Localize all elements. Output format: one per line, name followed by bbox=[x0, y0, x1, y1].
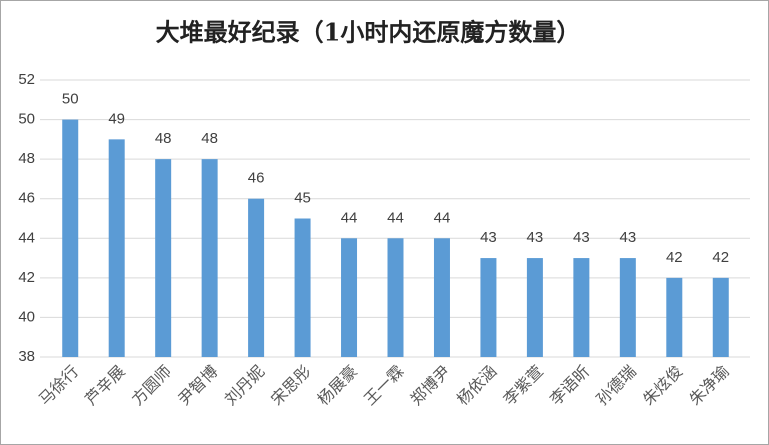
y-tick-label: 38 bbox=[18, 348, 35, 365]
y-tick-label: 40 bbox=[18, 308, 35, 325]
data-label: 48 bbox=[155, 130, 172, 147]
y-tick-label: 44 bbox=[18, 229, 35, 246]
bar bbox=[433, 238, 450, 357]
data-label: 43 bbox=[480, 229, 497, 246]
data-label: 44 bbox=[434, 209, 451, 226]
bar bbox=[526, 258, 543, 357]
data-label: 49 bbox=[108, 110, 125, 127]
bar bbox=[666, 277, 683, 357]
bar bbox=[294, 218, 311, 357]
data-label: 48 bbox=[201, 130, 218, 147]
data-label: 42 bbox=[712, 249, 729, 266]
bar bbox=[248, 198, 265, 357]
bar bbox=[712, 277, 729, 357]
data-label: 42 bbox=[666, 249, 683, 266]
bar bbox=[619, 258, 636, 357]
bar bbox=[573, 258, 590, 357]
chart-title: 大堆最好纪录（1小时内还原魔方数量） bbox=[156, 18, 581, 47]
bar bbox=[108, 139, 125, 357]
y-tick-label: 52 bbox=[18, 71, 35, 88]
data-label: 43 bbox=[619, 229, 636, 246]
data-label: 45 bbox=[294, 189, 311, 206]
data-label: 43 bbox=[527, 229, 544, 246]
bar bbox=[62, 119, 79, 357]
data-label: 50 bbox=[62, 91, 79, 108]
bar bbox=[341, 238, 358, 357]
data-label: 43 bbox=[573, 229, 590, 246]
bar bbox=[387, 238, 404, 357]
y-tick-label: 48 bbox=[18, 150, 35, 167]
data-label: 44 bbox=[341, 209, 358, 226]
bar bbox=[155, 159, 172, 357]
bar bbox=[480, 258, 497, 357]
data-label: 46 bbox=[248, 170, 265, 187]
data-label: 44 bbox=[387, 209, 404, 226]
bar bbox=[201, 159, 218, 357]
y-tick-label: 46 bbox=[18, 190, 35, 207]
y-tick-label: 50 bbox=[18, 111, 35, 128]
y-tick-label: 42 bbox=[18, 269, 35, 286]
